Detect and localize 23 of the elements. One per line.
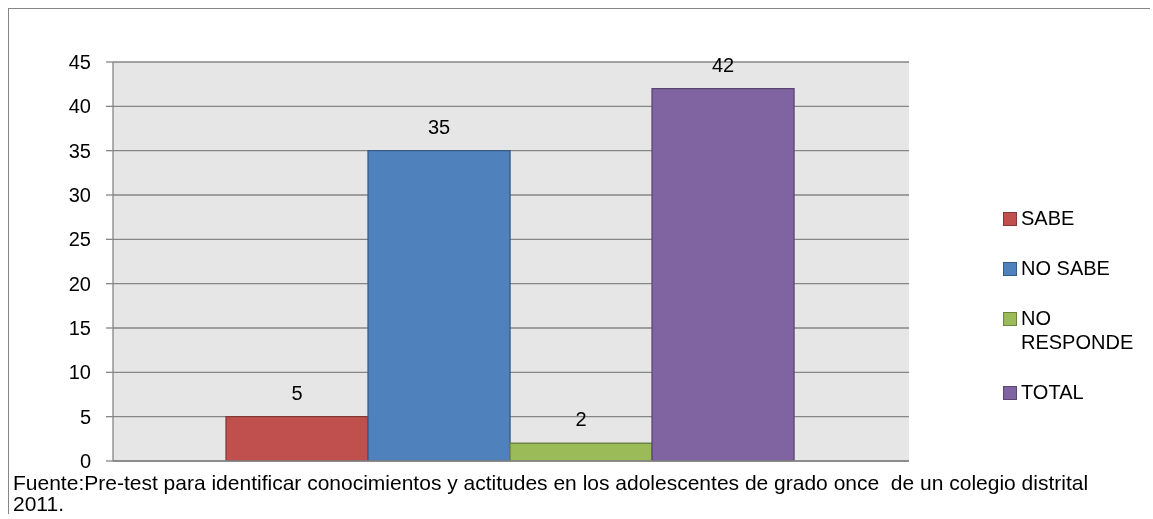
y-tick-label: 25	[68, 228, 91, 251]
bar	[651, 87, 795, 461]
y-tick-label: 10	[68, 361, 91, 384]
bar	[367, 150, 511, 461]
legend-label: NO RESPONDE	[1021, 307, 1134, 353]
y-tick-label: 35	[68, 139, 91, 162]
y-tick-label: 40	[68, 95, 91, 118]
legend-label: NO SABE	[1021, 257, 1110, 279]
data-label: 35	[427, 115, 451, 138]
y-tick-label: 20	[68, 272, 91, 295]
bar	[225, 416, 369, 461]
y-tick-label: 45	[68, 51, 91, 74]
y-tick-label: 30	[68, 184, 91, 207]
data-label: 5	[291, 381, 303, 404]
data-label: 2	[575, 408, 587, 431]
data-label: 42	[711, 53, 735, 76]
bar	[509, 442, 653, 461]
y-tick-label: 15	[68, 317, 91, 340]
legend-label: SABE	[1021, 207, 1075, 229]
y-tick-label: 5	[79, 405, 91, 428]
source-note: Fuente:Pre-test para identificar conocimientos y actitudes en los adolescentes de grado once de un colegio distrital 2011.	[13, 471, 1090, 515]
legend-label: TOTAL	[1021, 381, 1084, 403]
y-tick-label: 0	[79, 450, 91, 473]
